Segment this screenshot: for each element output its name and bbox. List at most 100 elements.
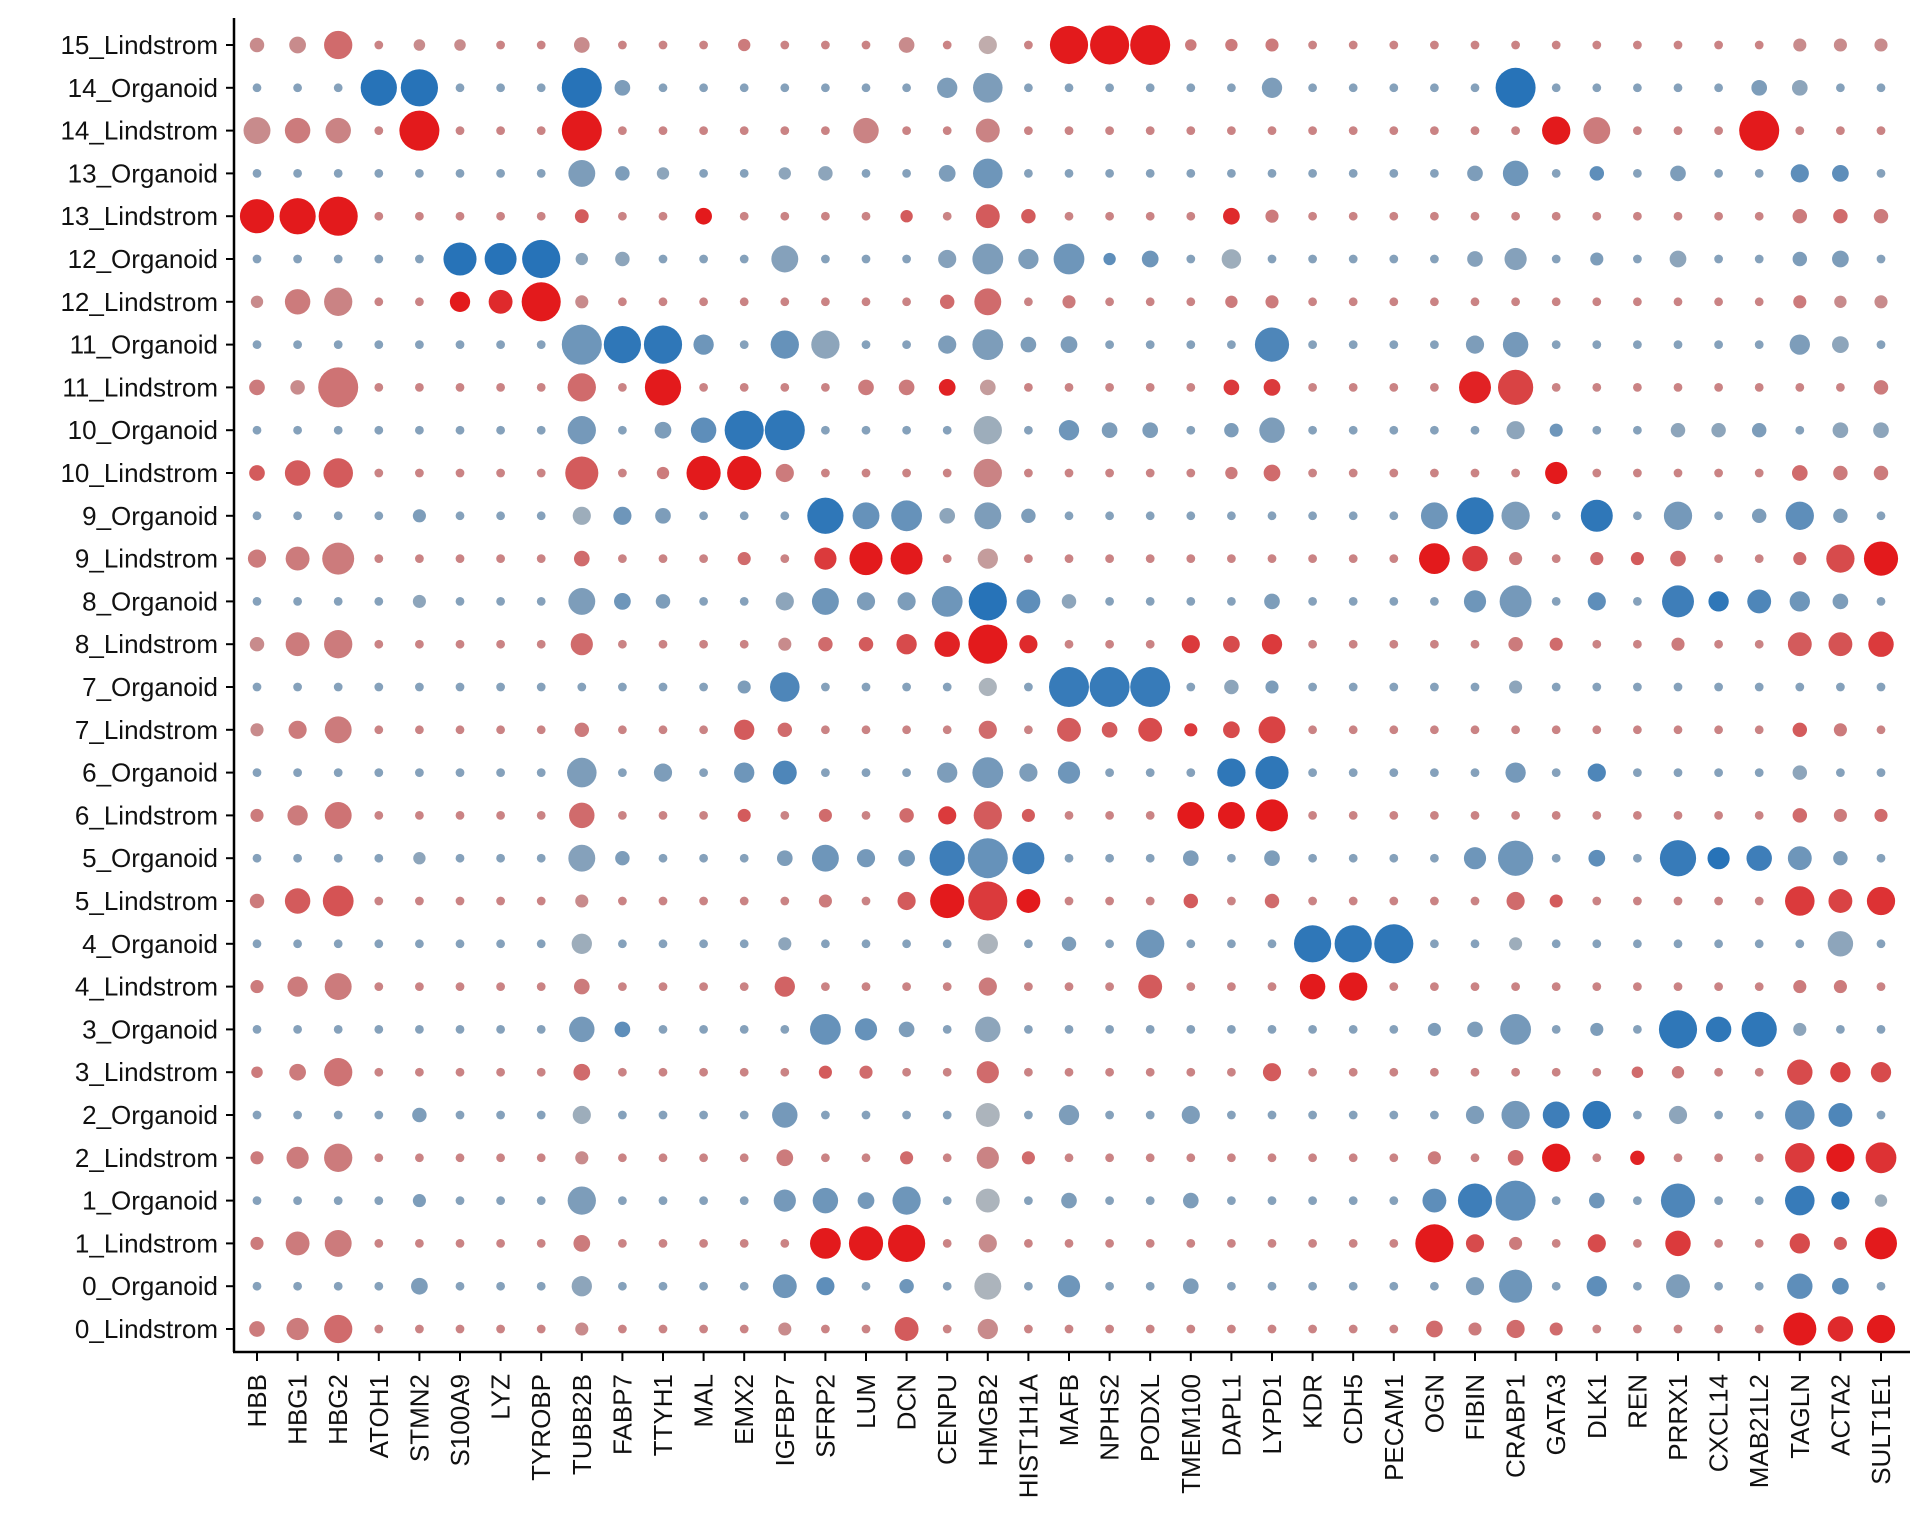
dot-5_Lindstrom-SULT1E1 xyxy=(1866,886,1896,916)
dot-12_Organoid-HIST1H1A xyxy=(1018,248,1039,270)
dot-8_Lindstrom-PODXL xyxy=(1145,639,1155,649)
dot-0_Organoid-HBG1 xyxy=(293,1281,302,1291)
dot-10_Lindstrom-HBB xyxy=(249,465,265,481)
dot-1_Lindstrom-MAFB xyxy=(1064,1239,1074,1248)
dot-4_Organoid-STMN2 xyxy=(415,939,424,949)
dot-10_Lindstrom-PRRX1 xyxy=(1673,468,1683,478)
dot-14_Organoid-HBG2 xyxy=(333,83,343,93)
dot-5_Organoid-NPHS2 xyxy=(1105,853,1114,863)
dot-0_Lindstrom-TTYH1 xyxy=(658,1324,668,1334)
dot-10_Lindstrom-IGFBP7 xyxy=(775,463,794,483)
dot-10_Lindstrom-STMN2 xyxy=(415,468,424,478)
dot-7_Lindstrom-HBG1 xyxy=(288,720,307,739)
dot-7_Lindstrom-HMGB2 xyxy=(978,720,997,739)
dot-7_Organoid-FABP7 xyxy=(618,682,627,692)
x-tick-label: MAB21L2 xyxy=(1744,1374,1774,1488)
x-tick-label: LUM xyxy=(851,1374,881,1429)
dot-12_Organoid-HMGB2 xyxy=(972,243,1004,275)
dot-2_Organoid-HBG1 xyxy=(293,1110,302,1120)
dot-10_Organoid-SULT1E1 xyxy=(1873,422,1889,439)
dot-5_Organoid-PODXL xyxy=(1145,853,1155,863)
dot-1_Organoid-PECAM1 xyxy=(1389,1196,1399,1205)
dot-11_Lindstrom-HBB xyxy=(249,379,265,396)
dot-15_Lindstrom-REN xyxy=(1633,40,1642,50)
dot-6_Lindstrom-TTYH1 xyxy=(658,811,668,820)
dot-4_Organoid-FIBIN xyxy=(1470,939,1480,949)
dot-1_Organoid-CENPU xyxy=(942,1196,952,1205)
dot-7_Lindstrom-SULT1E1 xyxy=(1876,725,1886,735)
dot-12_Organoid-CXCL14 xyxy=(1714,254,1723,264)
dot-1_Organoid-LUM xyxy=(857,1192,875,1209)
dot-4_Organoid-MAL xyxy=(699,939,708,949)
dot-7_Lindstrom-LUM xyxy=(861,725,871,735)
dot-9_Organoid-OGN xyxy=(1420,502,1448,530)
dot-5_Lindstrom-MAFB xyxy=(1064,896,1074,906)
dot-7_Organoid-DAPL1 xyxy=(1224,679,1239,695)
dot-1_Organoid-SULT1E1 xyxy=(1874,1194,1888,1207)
dot-14_Organoid-PECAM1 xyxy=(1389,83,1399,93)
dot-13_Lindstrom-HMGB2 xyxy=(975,204,1000,229)
dot-5_Organoid-ATOH1 xyxy=(374,853,384,863)
dot-7_Organoid-TUBB2B xyxy=(577,682,587,692)
dot-15_Lindstrom-HIST1H1A xyxy=(1024,40,1033,50)
dot-9_Organoid-ATOH1 xyxy=(374,511,384,521)
dot-10_Organoid-CRABP1 xyxy=(1506,421,1525,440)
dot-13_Lindstrom-HBG1 xyxy=(279,198,316,235)
dot-8_Lindstrom-TAGLN xyxy=(1787,632,1812,657)
dot-8_Organoid-PRRX1 xyxy=(1662,585,1694,618)
dot-15_Lindstrom-TAGLN xyxy=(1793,38,1807,52)
dot-1_Lindstrom-LUM xyxy=(848,1226,884,1261)
dot-6_Organoid-CRABP1 xyxy=(1505,762,1526,783)
dot-13_Lindstrom-FABP7 xyxy=(618,211,627,221)
dot-12_Lindstrom-TAGLN xyxy=(1793,295,1807,309)
y-tick-label: 4_Lindstrom xyxy=(75,972,218,1002)
dot-10_Organoid-TAGLN xyxy=(1795,425,1805,435)
dot-8_Organoid-TTYH1 xyxy=(655,594,671,609)
dot-1_Organoid-EMX2 xyxy=(739,1196,749,1205)
x-tick-label: TYROBP xyxy=(526,1374,556,1481)
dot-10_Organoid-MAFB xyxy=(1058,420,1080,441)
dot-15_Lindstrom-PRRX1 xyxy=(1673,40,1683,50)
x-tick-label: LYZ xyxy=(486,1374,516,1420)
dot-11_Lindstrom-PECAM1 xyxy=(1389,383,1399,392)
dot-13_Lindstrom-MAB21L2 xyxy=(1754,211,1764,221)
dot-4_Lindstrom-NPHS2 xyxy=(1105,982,1114,991)
dot-4_Lindstrom-PRRX1 xyxy=(1673,982,1683,991)
dot-11_Lindstrom-TMEM100 xyxy=(1186,383,1196,392)
dot-3_Lindstrom-CRABP1 xyxy=(1511,1067,1520,1077)
dot-12_Lindstrom-CXCL14 xyxy=(1714,297,1723,307)
dot-2_Lindstrom-OGN xyxy=(1427,1151,1441,1165)
dot-2_Organoid-PRRX1 xyxy=(1668,1105,1688,1125)
dot-5_Lindstrom-CXCL14 xyxy=(1714,896,1723,906)
dot-8_Organoid-LYZ xyxy=(496,597,505,606)
dot-4_Lindstrom-DLK1 xyxy=(1592,982,1602,991)
dot-12_Lindstrom-TUBB2B xyxy=(575,295,589,309)
dot-3_Lindstrom-LUM xyxy=(859,1065,873,1079)
dot-3_Organoid-TMEM100 xyxy=(1186,1025,1196,1034)
dot-6_Organoid-MAFB xyxy=(1057,761,1081,784)
dot-7_Organoid-LYPD1 xyxy=(1265,680,1279,694)
dot-6_Lindstrom-S100A9 xyxy=(455,811,465,820)
dot-2_Lindstrom-PECAM1 xyxy=(1389,1153,1399,1163)
dot-10_Organoid-NPHS2 xyxy=(1101,422,1118,439)
dot-0_Organoid-TYROBP xyxy=(536,1281,546,1291)
x-tick-label: TUBB2B xyxy=(567,1374,597,1475)
dot-9_Organoid-HIST1H1A xyxy=(1021,508,1036,524)
dot-5_Organoid-DLK1 xyxy=(1588,849,1606,867)
dot-10_Organoid-GATA3 xyxy=(1549,423,1563,437)
dot-6_Lindstrom-PRRX1 xyxy=(1673,811,1683,820)
dot-1_Organoid-FABP7 xyxy=(618,1196,627,1205)
dot-11_Organoid-ACTA2 xyxy=(1832,336,1849,353)
dot-2_Organoid-KDR xyxy=(1308,1110,1317,1120)
dot-14_Organoid-OGN xyxy=(1430,83,1439,93)
dot-9_Lindstrom-HBG1 xyxy=(285,546,310,571)
dot-14_Organoid-MAFB xyxy=(1064,83,1074,93)
dot-15_Lindstrom-CXCL14 xyxy=(1714,40,1723,50)
dot-1_Organoid-HBG1 xyxy=(293,1196,302,1205)
dot-5_Lindstrom-TTYH1 xyxy=(658,896,668,906)
dot-3_Lindstrom-IGFBP7 xyxy=(780,1067,790,1077)
dot-4_Lindstrom-HIST1H1A xyxy=(1024,982,1033,991)
dot-11_Lindstrom-MAFB xyxy=(1064,383,1074,392)
dot-12_Lindstrom-S100A9 xyxy=(449,291,471,312)
dot-7_Organoid-MAFB xyxy=(1049,667,1089,707)
